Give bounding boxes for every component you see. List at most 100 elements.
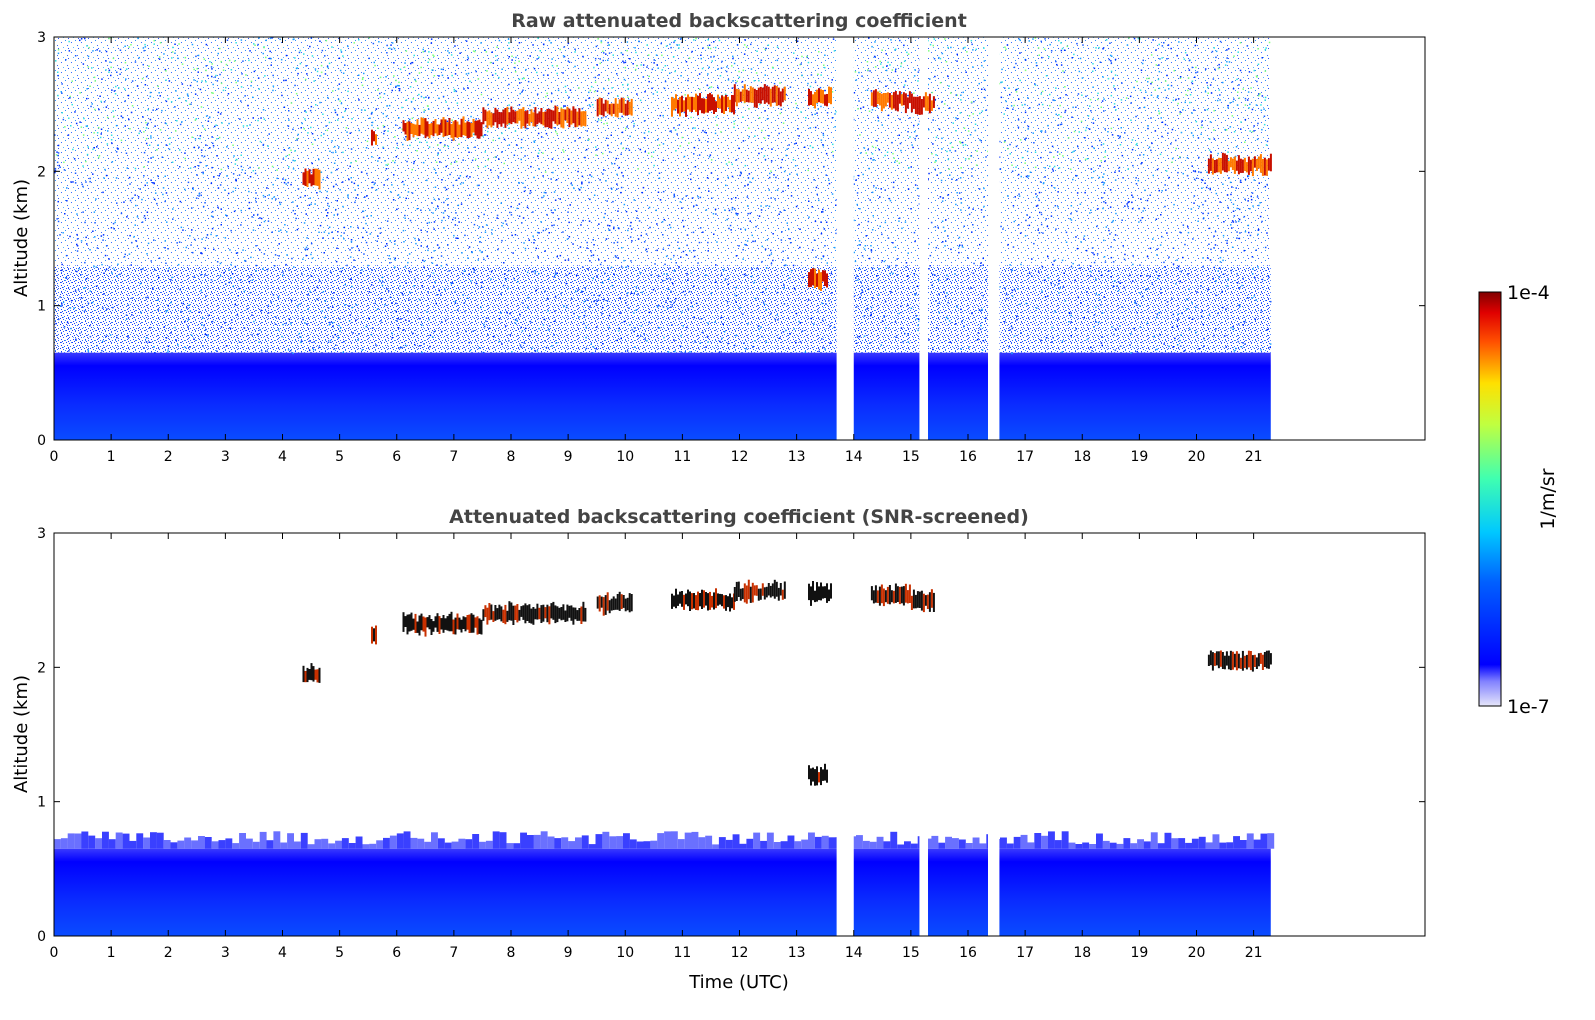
p1-speckle [593, 300, 595, 303]
p1-speckle [940, 179, 943, 182]
p1-speckle [271, 37, 273, 39]
p1-speckle [1255, 75, 1258, 77]
p1-speckle [947, 194, 950, 196]
p1-speckle [310, 105, 313, 108]
p1-speckle [508, 42, 510, 44]
p1-speckle [116, 147, 119, 149]
p1-speckle [226, 175, 228, 177]
p1-speckle [321, 49, 324, 52]
p1-speckle [368, 317, 370, 320]
p1-cloud-cell [928, 93, 931, 114]
p1-speckle [1228, 61, 1231, 63]
p1-speckle [555, 130, 557, 133]
p1-speckle [332, 185, 335, 188]
p1-speckle [408, 299, 410, 301]
p1-speckle [142, 268, 144, 270]
p1-speckle [380, 298, 383, 300]
p1-speckle [147, 108, 149, 111]
p1-speckle [583, 310, 586, 313]
p1-speckle [472, 330, 474, 332]
p1-speckle [601, 306, 604, 309]
p1-speckle [216, 155, 218, 157]
p1-cloud-cell [616, 103, 619, 118]
p2-bl-bump [732, 834, 740, 849]
p1-speckle [1098, 294, 1100, 296]
p1-speckle [670, 301, 672, 303]
p1-speckle [431, 262, 434, 264]
p1-speckle [1017, 288, 1019, 290]
p1-speckle [1073, 53, 1075, 56]
p1-speckle [442, 212, 445, 214]
p1-speckle [808, 216, 810, 218]
p2-bl-bump [184, 837, 192, 849]
p1-cloud-cell [826, 273, 828, 288]
p1-speckle [936, 174, 938, 176]
p1-speckle [322, 113, 324, 115]
p1-speckle [236, 314, 239, 316]
p1-speckle [165, 192, 168, 194]
p1-speckle [1182, 256, 1184, 259]
p1-speckle [1119, 137, 1121, 139]
p1-speckle [397, 84, 399, 87]
p1-speckle [490, 270, 493, 273]
p1-speckle [618, 227, 620, 230]
p1-cloud-cell [460, 118, 463, 138]
p1-speckle [1105, 226, 1108, 228]
p1-speckle [217, 187, 220, 189]
p1-speckle [892, 152, 894, 155]
p1-speckle [675, 297, 677, 300]
p1-speckle [508, 104, 510, 106]
p1-speckle [351, 306, 353, 309]
p1-speckle [390, 48, 393, 50]
p1-speckle [342, 351, 344, 354]
p1-speckle [1173, 69, 1175, 72]
p1-speckle [736, 44, 739, 46]
p1-cloud-cell [542, 112, 545, 126]
p1-speckle [1140, 198, 1142, 200]
p1-speckle [600, 40, 603, 42]
p1-speckle [1258, 204, 1260, 207]
p1-speckle [79, 39, 81, 42]
p1-speckle [1259, 202, 1261, 204]
p1-speckle [728, 161, 730, 163]
p1-speckle [648, 321, 650, 324]
p1-speckle [675, 262, 677, 264]
p1-speckle [807, 169, 809, 172]
p2-cloud-cell [474, 617, 477, 628]
p1-speckle [147, 296, 149, 299]
p1-speckle [477, 165, 480, 168]
p1-speckle [972, 66, 974, 68]
p1-speckle [645, 248, 648, 250]
p1-speckle [914, 184, 917, 186]
p2-bl-bump [1013, 836, 1021, 849]
p1-speckle [232, 190, 234, 193]
p1-xtick-label: 18 [1073, 449, 1091, 465]
p1-speckle [114, 93, 117, 95]
p1-speckle [353, 182, 356, 185]
p1-speckle [981, 110, 984, 112]
p1-speckle [304, 78, 307, 81]
p1-speckle [1261, 57, 1263, 59]
p1-speckle [542, 324, 545, 326]
p1-speckle [1055, 228, 1057, 230]
p1-speckle [651, 68, 654, 71]
p1-speckle [1026, 214, 1028, 216]
p1-speckle [444, 319, 447, 322]
p1-speckle [1238, 218, 1241, 221]
p1-speckle [507, 287, 509, 290]
p1-speckle [760, 59, 763, 61]
p1-speckle [1086, 291, 1088, 293]
p1-speckle [1214, 230, 1217, 233]
p1-speckle [289, 323, 292, 325]
p1-data-gap [836, 37, 854, 440]
p1-cloud-cell [304, 168, 307, 186]
p1-speckle [1171, 157, 1174, 160]
p1-speckle [431, 202, 433, 204]
p1-speckle [794, 165, 797, 167]
p1-speckle [339, 326, 342, 329]
p1-speckle [514, 71, 517, 73]
p1-speckle [514, 318, 517, 321]
p1-cloud-cell [1211, 158, 1214, 175]
p1-speckle [932, 119, 934, 121]
p1-speckle [908, 167, 910, 169]
